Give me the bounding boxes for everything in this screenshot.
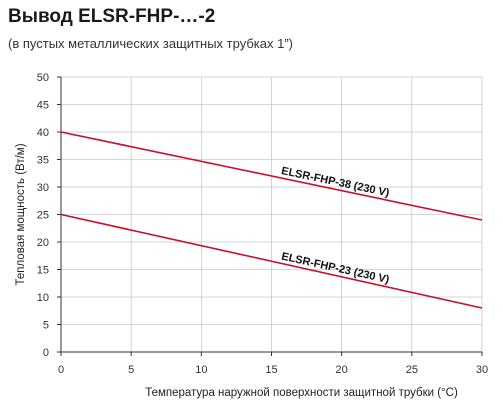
series-lines <box>60 131 483 309</box>
series-label-2: ELSR-FHP-23 (230 V) <box>280 251 390 287</box>
x-axis-label: Температура наружной поверхности защитно… <box>145 387 458 399</box>
y-tick-label: 5 <box>43 320 49 332</box>
y-tick-label: 0 <box>43 347 49 359</box>
y-tick-label: 35 <box>37 155 49 167</box>
y-tick-label: 30 <box>37 182 49 194</box>
x-tick-label: 25 <box>406 364 418 376</box>
y-tick-label: 25 <box>37 210 49 222</box>
chart-subtitle: (в пустых металлических защитных трубках… <box>8 36 293 51</box>
grid-lines <box>61 76 483 352</box>
y-tick-label: 40 <box>37 127 49 139</box>
x-tick-label: 5 <box>128 364 134 376</box>
x-tick-label: 10 <box>195 364 207 376</box>
y-tick-label: 20 <box>37 237 49 249</box>
x-tick-labels: 0 5 10 15 20 25 30 <box>58 364 488 376</box>
y-tick-label: 45 <box>37 100 49 112</box>
y-tick-label: 15 <box>37 265 49 277</box>
series-line-2 <box>60 213 483 309</box>
axes <box>57 76 483 356</box>
series-label-1: ELSR-FHP-38 (230 V) <box>280 165 390 199</box>
x-tick-label: 30 <box>476 364 488 376</box>
y-tick-label: 10 <box>37 292 49 304</box>
y-axis-label: Тепловая мощность (Вт/м) <box>15 143 27 285</box>
x-tick-label: 20 <box>336 364 348 376</box>
chart-title: Вывод ELSR-FHP-…-2 <box>8 6 216 27</box>
y-tick-label: 50 <box>37 72 49 84</box>
x-tick-label: 15 <box>265 364 277 376</box>
series-line-1 <box>60 131 483 221</box>
x-tick-label: 0 <box>58 364 64 376</box>
y-tick-labels: 0 5 10 15 20 25 30 35 40 45 50 <box>37 72 49 359</box>
series-labels: ELSR-FHP-38 (230 V) ELSR-FHP-23 (230 V) <box>280 165 390 286</box>
